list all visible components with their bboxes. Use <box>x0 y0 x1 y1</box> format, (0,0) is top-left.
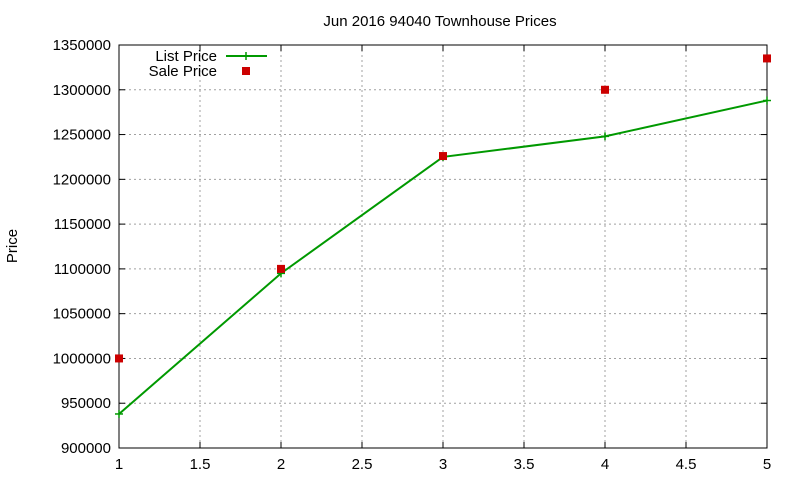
y-tick-label: 900000 <box>61 440 111 457</box>
x-tick-label: 1 <box>115 456 123 473</box>
x-tick-label: 2 <box>277 456 285 473</box>
sale-price-point <box>277 264 285 273</box>
y-tick-label: 1250000 <box>53 127 111 144</box>
x-tick-label: 1.5 <box>190 456 211 473</box>
sale-price-point <box>439 152 447 161</box>
x-tick-label: 2.5 <box>352 456 373 473</box>
y-tick-label: 1350000 <box>53 37 111 54</box>
y-tick-label: 1050000 <box>53 306 111 323</box>
legend-swatch-square <box>242 67 250 75</box>
y-tick-label: 1300000 <box>53 82 111 99</box>
list-price-point <box>115 409 123 418</box>
y-tick-label: 1100000 <box>54 261 111 278</box>
y-tick-label: 1000000 <box>53 350 111 367</box>
series <box>115 54 771 418</box>
y-tick-label: 950000 <box>61 395 111 412</box>
y-tick-label: 1150000 <box>54 216 111 233</box>
list-price-point <box>763 96 771 105</box>
sale-price-point <box>763 54 771 63</box>
x-tick-label: 4.5 <box>676 456 697 473</box>
x-tick-label: 4 <box>601 456 609 473</box>
sale-price-point <box>601 85 609 94</box>
x-tick-label: 3.5 <box>514 456 535 473</box>
chart-title: Jun 2016 94040 Townhouse Prices <box>323 13 556 30</box>
y-tick-label: 1200000 <box>53 171 111 188</box>
x-tick-label: 5 <box>763 456 771 473</box>
legend-label-sale-price: Sale Price <box>149 63 217 80</box>
y-axis-label: Price <box>4 229 21 263</box>
grid <box>119 45 767 448</box>
x-tick-label: 3 <box>439 456 447 473</box>
legend-label-list-price: List Price <box>155 48 217 65</box>
axes: 1 1.5 2 2.5 3 3.5 4 4.5 5 900000 950000 1000000 1050… <box>53 37 772 473</box>
list-price-point <box>601 132 609 141</box>
sale-price-point <box>115 354 123 363</box>
